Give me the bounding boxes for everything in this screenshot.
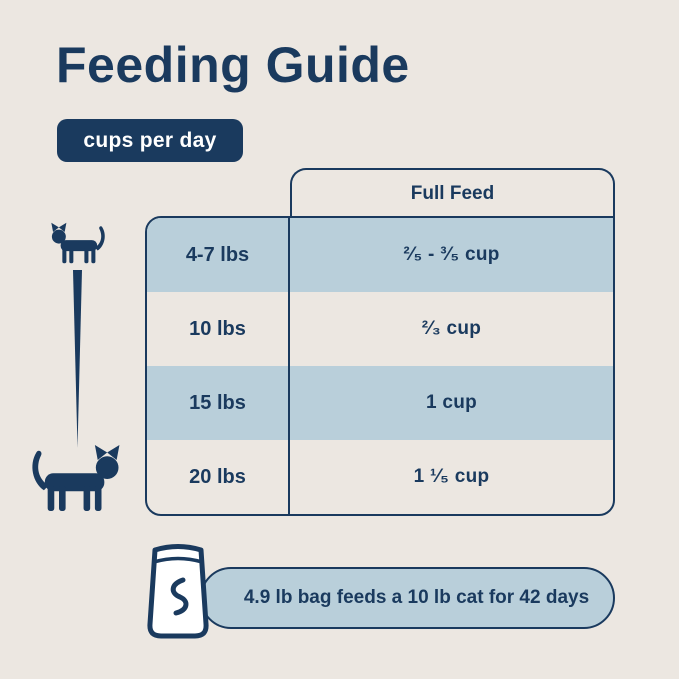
table-row: 20 lbs 1 ¹⁄₅ cup <box>147 440 613 514</box>
weight-cell: 20 lbs <box>147 440 290 514</box>
table-row: 10 lbs ²⁄₃ cup <box>147 292 613 366</box>
bag-feeds-note-text: 4.9 lb bag feeds a 10 lb cat for 42 days <box>243 587 590 608</box>
growth-spike <box>73 270 82 448</box>
page-title: Feeding Guide <box>56 37 410 93</box>
badge-label: cups per day <box>83 128 217 152</box>
full-feed-column-header: Full Feed <box>290 168 615 218</box>
weight-cell: 4-7 lbs <box>147 218 290 292</box>
weight-cell: 15 lbs <box>147 366 290 440</box>
feed-cell: 1 ¹⁄₅ cup <box>413 466 490 487</box>
cups-per-day-badge: cups per day <box>57 119 243 162</box>
food-bag-icon <box>137 540 219 642</box>
bag-feeds-note: 4.9 lb bag feeds a 10 lb cat for 42 days <box>200 567 615 629</box>
weight-cell: 10 lbs <box>147 292 290 366</box>
feed-cell: ²⁄₃ cup <box>421 318 482 339</box>
table-row: 15 lbs 1 cup <box>147 366 613 440</box>
feed-cell: ²⁄₅ - ³⁄₅ cup <box>403 244 500 265</box>
feeding-table: 4-7 lbs ²⁄₅ - ³⁄₅ cup 10 lbs ²⁄₃ cup 15 … <box>145 216 615 516</box>
large-cat-icon <box>28 444 124 512</box>
small-cat-icon <box>49 222 107 264</box>
feed-cell: 1 cup <box>425 392 478 413</box>
steam-icon <box>170 577 189 616</box>
table-row: 4-7 lbs ²⁄₅ - ³⁄₅ cup <box>147 218 613 292</box>
column-header-label: Full Feed <box>410 183 495 204</box>
